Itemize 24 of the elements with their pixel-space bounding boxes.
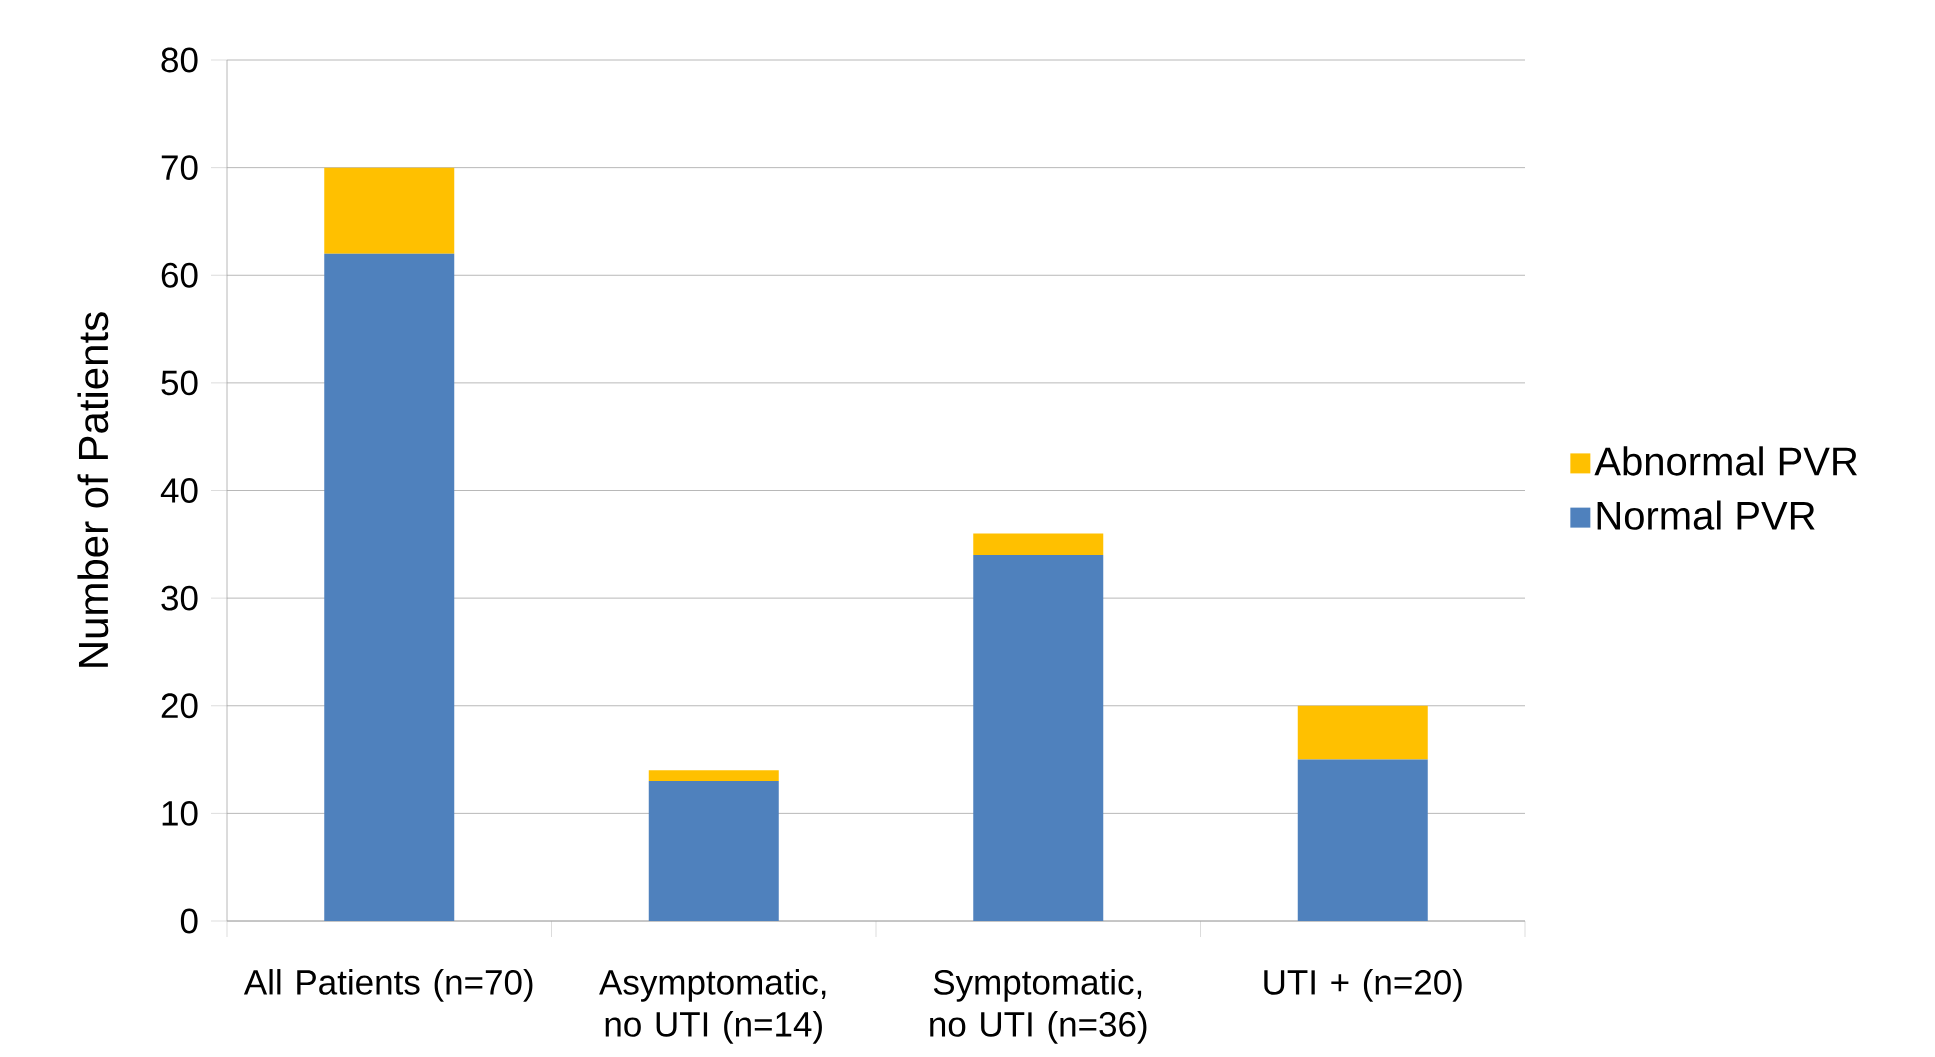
bar [648, 770, 779, 782]
bar [324, 167, 455, 254]
y-axis-title: Number of Patients [77, 312, 109, 667]
y-tick-label: 20 [161, 693, 198, 719]
bar [324, 253, 455, 921]
legend-label: Normal PVR [1597, 500, 1815, 530]
y-tick-label: 50 [161, 370, 198, 396]
y-tick-label: 80 [161, 47, 198, 73]
x-tick-label: Asymptomatic, no UTI (n=14) [599, 969, 826, 1044]
bar [648, 781, 779, 921]
y-tick-label: 0 [180, 908, 198, 934]
legend-label: Abnormal PVR [1594, 446, 1857, 476]
y-tick-label: 30 [161, 585, 198, 611]
x-tick-label: Symptomatic, no UTI (n=36) [930, 969, 1147, 1044]
x-tick-label: All Patients (n=70) [243, 969, 533, 1002]
y-tick-label: 40 [160, 478, 198, 503]
bar [973, 533, 1104, 556]
bar [973, 555, 1104, 921]
y-tick-label: 70 [161, 155, 198, 181]
x-tick-label: UTI + (n=20) [1264, 969, 1462, 1002]
y-tick-label: 60 [161, 262, 198, 288]
y-tick-label: 10 [162, 800, 198, 826]
bar [1297, 759, 1428, 921]
bar [1297, 705, 1428, 760]
